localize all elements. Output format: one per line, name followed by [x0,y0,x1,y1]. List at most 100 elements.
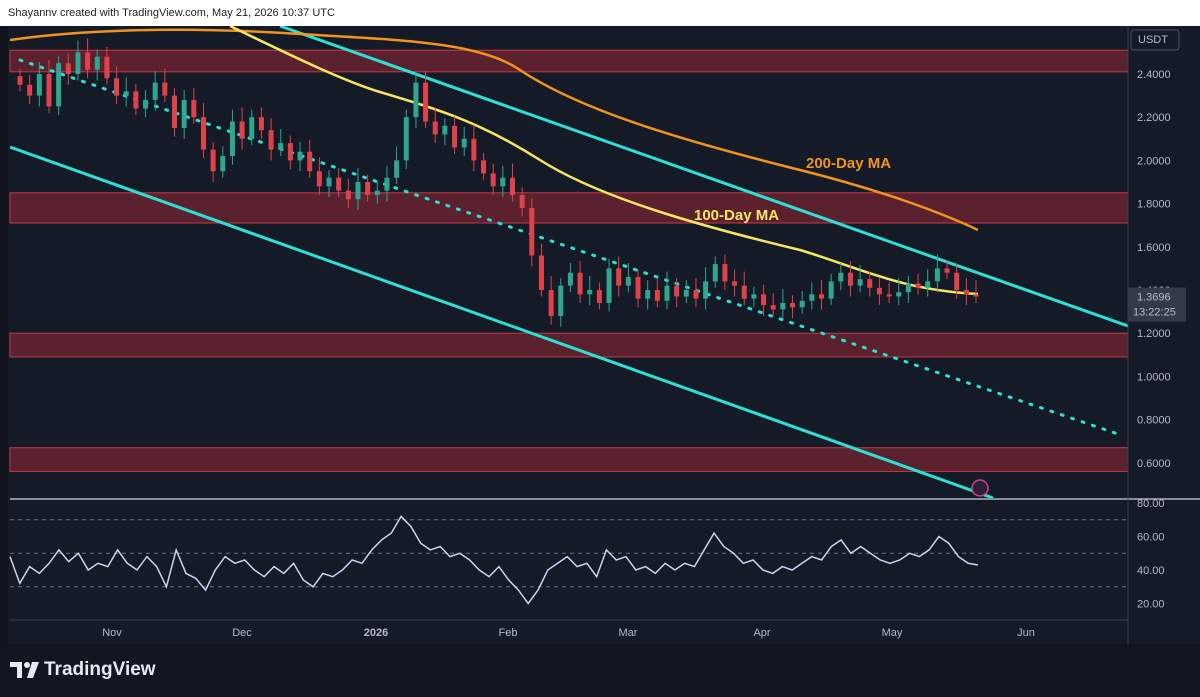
candle-body [500,177,506,187]
candle-body [307,151,313,172]
candle-body [896,292,902,297]
candle-body [152,82,158,100]
price-chart-svg[interactable]: 200-Day MA 100-Day MA USDT 2.4000 2.2000 2.00… [0,0,1200,644]
candle-body [287,143,293,161]
candle-body [664,285,670,301]
candle-body [799,300,805,308]
candle-body [761,294,767,306]
time-tick-label: Feb [499,627,518,639]
candle-body [17,76,23,85]
price-tick-label: 1.8000 [1137,199,1171,211]
candle-body [780,302,786,310]
candle-body [587,290,593,295]
candle-body [712,264,718,282]
candle-body [886,294,892,297]
last-price-label: 1.3696 [1137,292,1171,304]
candle-body [94,56,100,70]
candle-body [548,290,554,316]
candle-body [278,143,284,150]
candle-body [316,171,322,187]
candle-body [645,290,651,299]
candle-body [220,156,226,172]
time-tick-label: Jun [1017,627,1035,639]
candle-body [413,82,419,118]
candle-body [403,117,409,161]
candle-body [471,138,477,161]
candle-body [239,121,245,139]
currency-box [1130,29,1180,51]
candle-body [905,283,911,293]
candle-body [123,91,129,96]
candle-body [925,281,931,288]
candle-body [954,272,960,290]
tradingview-wordmark: TradingView [44,659,156,680]
candle-body [596,290,602,303]
candle-body [249,117,255,139]
time-tick-label: Mar [619,627,638,639]
rsi-tick-label: 60.00 [1137,532,1165,544]
candle-body [75,52,81,74]
candle-body [210,149,216,172]
candle-body [384,177,390,191]
candle-body [577,272,583,295]
candle-body [722,264,728,282]
ma-100-day-line [229,26,979,296]
candle-body [635,277,641,299]
candle-body [915,283,921,288]
price-tick-label: 0.6000 [1137,458,1171,470]
candle-body [442,125,448,135]
channel-lower-line [10,145,994,498]
candle-body [104,56,110,79]
candle-body [741,285,747,299]
price-tick-label: 0.8000 [1137,415,1171,427]
price-tick-label: 1.2000 [1137,328,1171,340]
candle-body [162,82,168,96]
candle-body [703,281,709,299]
time-tick-label: Dec [232,627,252,639]
candle-body [200,117,206,150]
alert-marker-icon [971,479,989,497]
candle-body [326,177,332,187]
candle-body [963,290,969,295]
candle-body [519,194,525,208]
candle-body [46,74,52,107]
candle-body [558,285,564,316]
rsi-tick-label: 20.00 [1137,599,1165,611]
candle-body [538,255,544,290]
bar-countdown-label: 13:22:25 [1133,307,1176,319]
price-tick-label: 2.2000 [1137,112,1171,124]
currency-label: USDT [1138,34,1168,46]
candle-body [336,177,342,191]
candle-body [751,294,757,299]
candle-body [297,151,303,161]
candle-body [867,279,873,288]
resistance-zone-2.4 [9,49,1129,73]
candle-body [973,294,979,297]
candle-body [36,74,42,96]
candle-body [876,287,882,295]
candle-body [732,281,738,286]
candle-body [606,268,612,303]
candle-body [693,290,699,299]
candle-body [423,82,429,122]
candle-body [374,190,380,195]
candle-body [452,125,458,148]
candle-body [143,99,149,109]
candle-body [56,63,62,107]
candle-body [27,84,33,96]
brand-footer [0,644,1200,697]
candle-body [229,121,235,157]
time-tick-label: May [882,627,903,639]
candle-body [133,91,139,109]
candle-body [857,279,863,286]
rsi-tick-label: 80.00 [1137,498,1165,510]
candle-body [394,160,400,178]
candle-body [345,190,351,200]
time-tick-label: Apr [753,627,770,639]
candle-body [567,272,573,286]
support-zone-0.6 [9,447,1129,472]
ma-200-day-line [10,28,979,232]
candle-body [181,99,187,128]
candle-body [365,182,371,195]
candle-body [809,294,815,301]
